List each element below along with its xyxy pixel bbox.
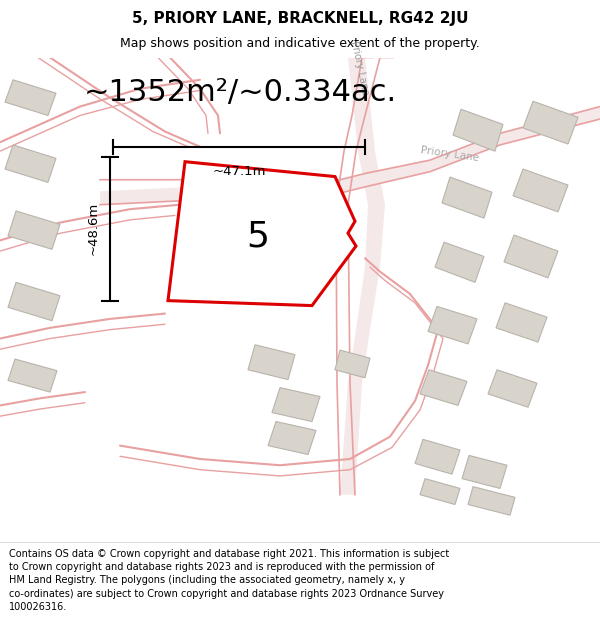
Polygon shape (100, 107, 600, 205)
Polygon shape (420, 370, 467, 406)
Polygon shape (420, 479, 460, 504)
Text: ~48.6m: ~48.6m (87, 202, 100, 255)
Text: ~1352m²/~0.334ac.: ~1352m²/~0.334ac. (83, 78, 397, 107)
Polygon shape (340, 58, 385, 494)
Text: Priory Lane: Priory Lane (420, 145, 479, 162)
Polygon shape (8, 211, 60, 249)
Polygon shape (462, 456, 507, 488)
Text: Priory Lane: Priory Lane (349, 39, 371, 96)
Polygon shape (8, 282, 60, 321)
Text: 5, PRIORY LANE, BRACKNELL, RG42 2JU: 5, PRIORY LANE, BRACKNELL, RG42 2JU (132, 11, 468, 26)
Polygon shape (453, 109, 503, 151)
Polygon shape (468, 487, 515, 515)
Polygon shape (255, 233, 302, 272)
Polygon shape (513, 169, 568, 212)
Polygon shape (442, 177, 492, 218)
Polygon shape (435, 242, 484, 282)
Text: Contains OS data © Crown copyright and database right 2021. This information is : Contains OS data © Crown copyright and d… (9, 549, 449, 612)
Polygon shape (335, 350, 370, 378)
Polygon shape (8, 359, 57, 392)
Polygon shape (488, 370, 537, 408)
Polygon shape (168, 162, 356, 306)
Polygon shape (268, 421, 316, 454)
Text: ~47.1m: ~47.1m (212, 164, 266, 177)
Polygon shape (415, 439, 460, 474)
Polygon shape (523, 101, 578, 144)
Polygon shape (248, 345, 295, 379)
Text: 5: 5 (247, 219, 269, 253)
Polygon shape (5, 80, 56, 116)
Polygon shape (5, 145, 56, 182)
Polygon shape (272, 388, 320, 421)
Polygon shape (496, 303, 547, 342)
Text: Map shows position and indicative extent of the property.: Map shows position and indicative extent… (120, 38, 480, 51)
Polygon shape (428, 306, 477, 344)
Polygon shape (504, 235, 558, 278)
